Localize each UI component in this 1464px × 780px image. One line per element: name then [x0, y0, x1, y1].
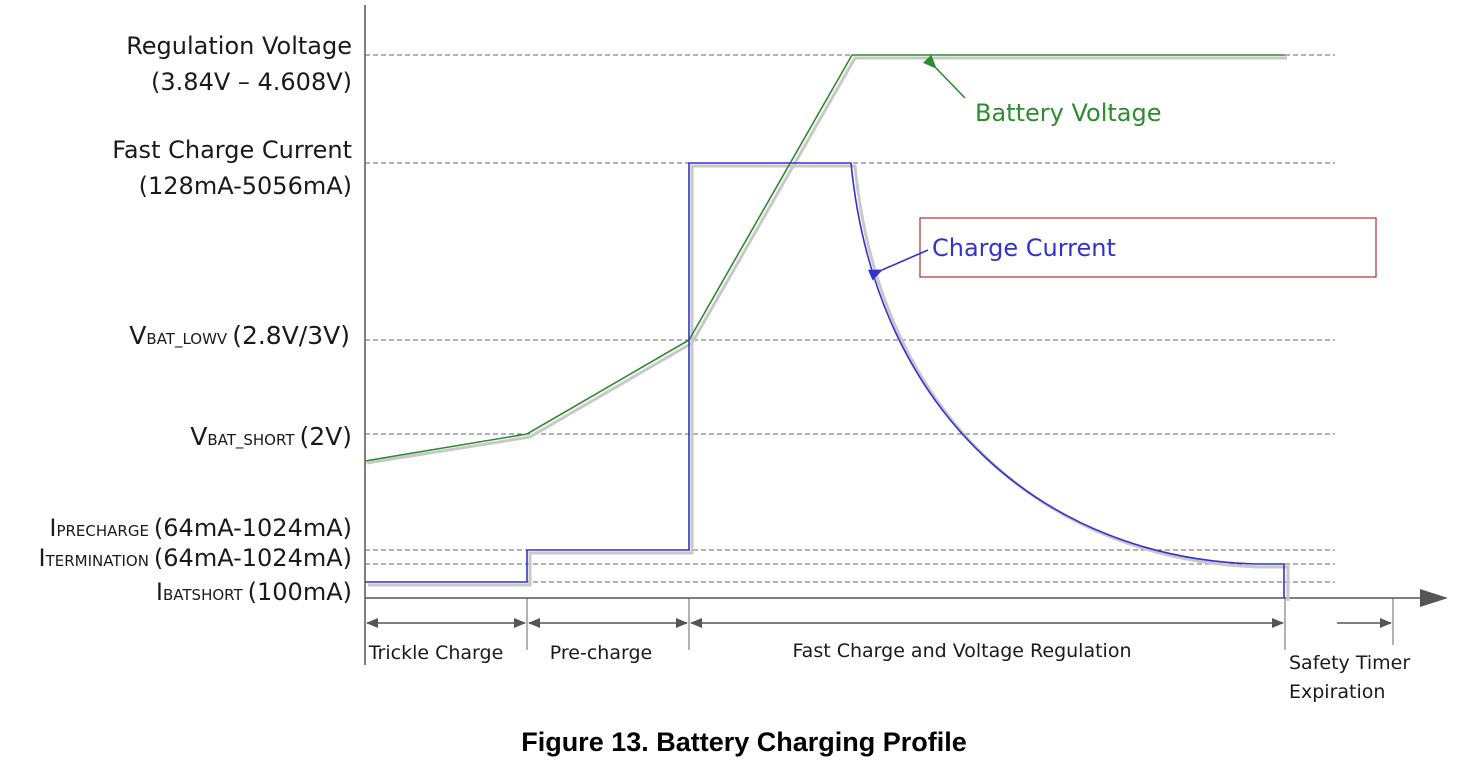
charge-current-callout-box	[919, 217, 1377, 278]
phase-label-trickle: Trickle Charge	[368, 642, 504, 664]
charge-current-callout-arrow	[867, 249, 929, 281]
vbat-lowv-sub: BAT_LOWV	[146, 330, 228, 349]
vbat-short-sub: BAT_SHORT	[207, 431, 295, 450]
phase-label-precharge: Pre-charge	[550, 642, 652, 664]
vbat-lowv-suffix: (2.8V/3V)	[232, 321, 350, 350]
phase-label-fast: Fast Charge and Voltage Regulation	[793, 640, 1132, 662]
vbat-short-suffix: (2V)	[299, 422, 352, 451]
battery-voltage-label: Battery Voltage	[975, 99, 1161, 127]
ibatshort-sub: BATSHORT	[163, 586, 243, 604]
label-itermination: ITERMINATION (64mA-1024mA)	[38, 544, 352, 572]
label-regulation-voltage-title: Regulation Voltage	[126, 32, 352, 60]
label-vbat-lowv: VBAT_LOWV (2.8V/3V)	[129, 321, 350, 350]
itermination-sub: TERMINATION	[45, 552, 149, 570]
battery-voltage-callout-arrow	[922, 54, 966, 99]
charge-current-curve	[365, 162, 1285, 598]
iprecharge-sub: PRECHARGE	[56, 522, 148, 540]
x-axis-arrowhead	[1420, 589, 1448, 607]
figure-caption: Figure 13. Battery Charging Profile	[521, 727, 967, 757]
label-iprecharge: IPRECHARGE (64mA-1024mA)	[49, 514, 352, 542]
charge-current-label: Charge Current	[932, 234, 1116, 262]
label-ibatshort: IBATSHORT (100mA)	[156, 578, 352, 606]
label-regulation-voltage-range: (3.84V – 4.608V)	[151, 68, 352, 96]
vbat-lowv-main: V	[129, 321, 146, 350]
label-vbat-short: VBAT_SHORT (2V)	[190, 422, 352, 451]
ibatshort-suffix: (100mA)	[248, 578, 352, 606]
label-fast-charge-current-title: Fast Charge Current	[112, 136, 352, 164]
itermination-main: I	[38, 544, 45, 572]
phase-label-safety-line1: Safety Timer	[1289, 652, 1410, 674]
itermination-suffix: (64mA-1024mA)	[154, 544, 352, 572]
current-curve-shadow	[368, 164, 1290, 601]
ibatshort-main: I	[156, 578, 163, 606]
iprecharge-suffix: (64mA-1024mA)	[154, 514, 352, 542]
phase-label-safety-line2: Expiration	[1289, 681, 1385, 703]
iprecharge-main: I	[49, 514, 56, 542]
label-fast-charge-current-range: (128mA-5056mA)	[139, 172, 352, 200]
vbat-short-main: V	[190, 422, 207, 451]
